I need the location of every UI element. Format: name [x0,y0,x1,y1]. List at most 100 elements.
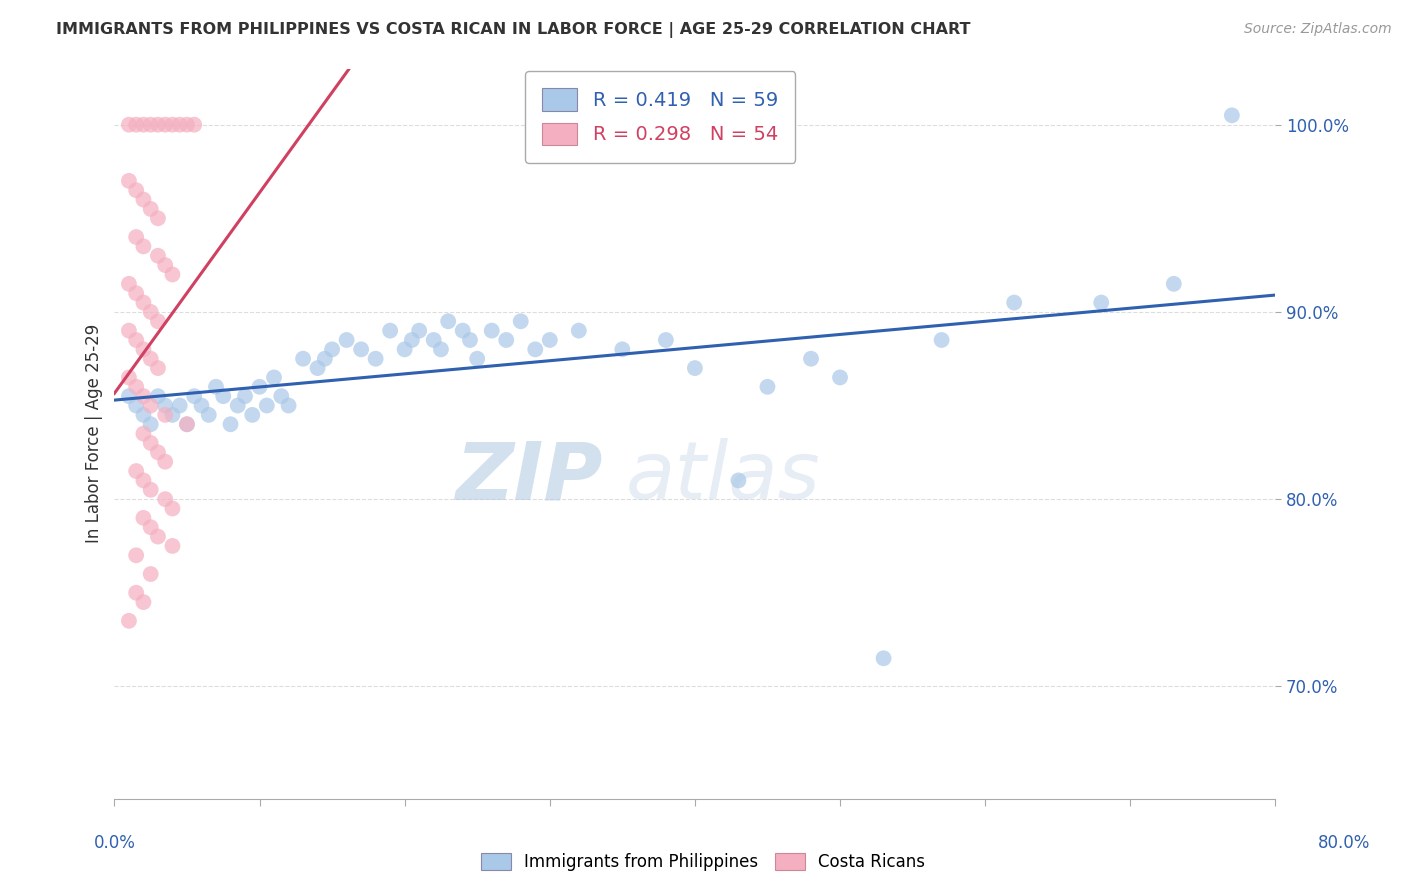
Point [465,351,488,366]
Point [481,324,503,338]
Point [458,333,481,347]
Point [176,417,198,432]
Point [139,483,162,497]
Point [153,408,176,422]
Point [118,389,141,403]
Point [169,118,191,132]
Point [233,389,256,403]
Point [277,399,299,413]
Point [568,324,591,338]
Point [197,408,219,422]
Point [350,343,373,357]
Point [139,567,162,582]
Point [931,333,953,347]
Point [756,380,779,394]
Point [401,333,423,347]
Point [139,118,162,132]
Point [132,511,155,525]
Point [205,380,228,394]
Point [190,399,212,413]
Point [139,305,162,319]
Point [132,408,155,422]
Point [292,351,315,366]
Point [240,408,263,422]
Point [524,343,547,357]
Point [727,474,749,488]
Point [828,370,851,384]
Point [183,389,205,403]
Text: atlas: atlas [626,439,820,516]
Text: IMMIGRANTS FROM PHILIPPINES VS COSTA RICAN IN LABOR FORCE | AGE 25-29 CORRELATIO: IMMIGRANTS FROM PHILIPPINES VS COSTA RIC… [56,22,970,38]
Point [162,501,184,516]
Point [125,183,148,197]
Point [872,651,894,665]
Point [153,455,176,469]
Point [118,277,141,291]
Point [118,118,141,132]
Point [132,295,155,310]
Point [314,351,336,366]
Point [146,314,169,328]
Point [146,389,169,403]
Point [321,343,343,357]
Legend: R = 0.419   N = 59, R = 0.298   N = 54: R = 0.419 N = 59, R = 0.298 N = 54 [524,71,796,162]
Point [125,333,148,347]
Point [437,314,460,328]
Point [153,258,176,272]
Point [183,118,205,132]
Point [125,230,148,244]
Point [125,118,148,132]
Point [169,399,191,413]
Point [146,530,169,544]
Legend: Immigrants from Philippines, Costa Ricans: Immigrants from Philippines, Costa Rican… [472,845,934,880]
Point [612,343,634,357]
Point [153,492,176,507]
Point [219,417,242,432]
Point [125,586,148,600]
Point [162,268,184,282]
Point [139,436,162,450]
Point [132,389,155,403]
Point [162,118,184,132]
Point [146,445,169,459]
Point [800,351,823,366]
Point [683,361,706,376]
Point [1090,295,1112,310]
Point [495,333,517,347]
Point [132,343,155,357]
Point [146,211,169,226]
Point [132,595,155,609]
Point [153,118,176,132]
Point [118,324,141,338]
Point [655,333,678,347]
Point [256,399,278,413]
Point [132,474,155,488]
Point [538,333,561,347]
Point [132,193,155,207]
Point [146,249,169,263]
Point [146,118,169,132]
Text: 0.0%: 0.0% [94,834,136,852]
Point [139,399,162,413]
Point [307,361,329,376]
Point [451,324,474,338]
Point [249,380,271,394]
Point [394,343,416,357]
Point [509,314,531,328]
Point [226,399,249,413]
Point [162,408,184,422]
Point [132,118,155,132]
Point [1002,295,1025,310]
Point [139,520,162,534]
Text: ZIP: ZIP [454,439,602,516]
Point [118,370,141,384]
Y-axis label: In Labor Force | Age 25-29: In Labor Force | Age 25-29 [86,324,103,543]
Point [132,239,155,253]
Point [146,361,169,376]
Point [153,399,176,413]
Point [132,426,155,441]
Point [125,380,148,394]
Point [139,202,162,216]
Text: 80.0%: 80.0% [1317,834,1371,852]
Point [125,286,148,301]
